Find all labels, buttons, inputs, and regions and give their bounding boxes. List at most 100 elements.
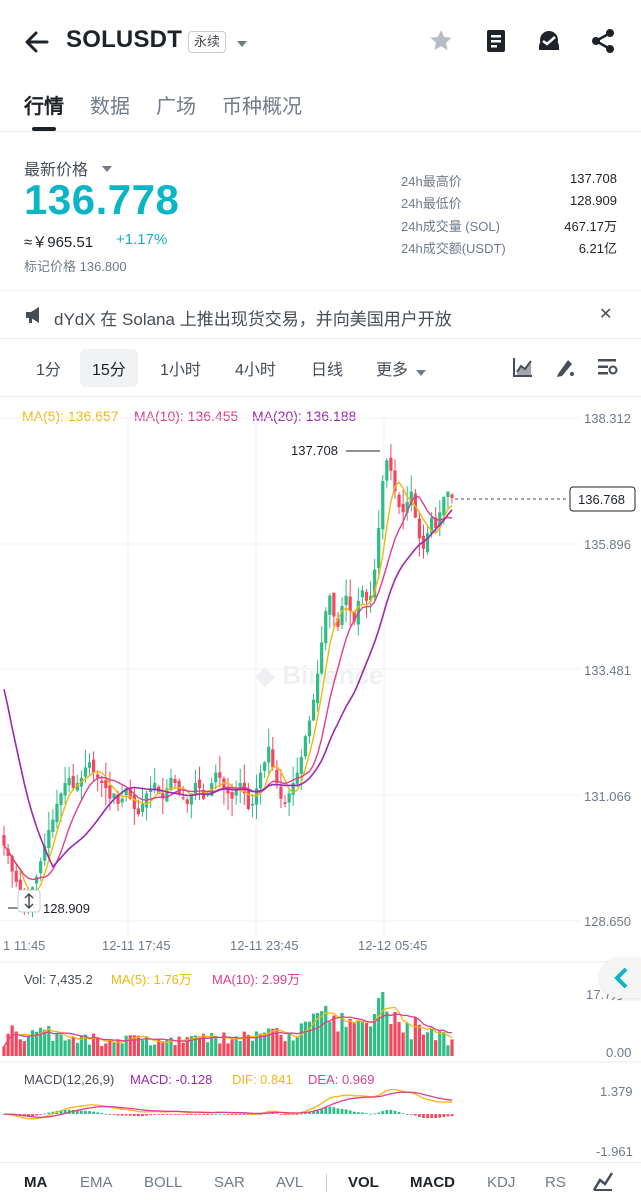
close-announcement-icon[interactable]: ✕	[599, 306, 613, 323]
macd-label: MACD(12,26,9)	[24, 1072, 114, 1087]
share-icon[interactable]	[590, 28, 616, 59]
y-tick: 131.066	[584, 789, 631, 804]
timeframe-1m[interactable]: 1分	[36, 362, 61, 379]
indicator-macd[interactable]: MACD	[410, 1174, 455, 1191]
tab-market[interactable]: 行情	[24, 96, 64, 118]
indicator-vol[interactable]: VOL	[348, 1174, 379, 1191]
macd-bar	[316, 1109, 319, 1115]
volume-bar	[210, 1032, 214, 1056]
timeframe-15m[interactable]: 15分	[80, 349, 138, 387]
candle-body	[83, 767, 88, 777]
macd-value: MACD: -0.128	[130, 1072, 212, 1087]
candle-body	[43, 845, 47, 861]
divider	[0, 396, 641, 397]
volume-bar	[26, 1036, 31, 1056]
volume-bar	[67, 1039, 71, 1056]
volume-bar	[242, 1031, 246, 1056]
more-dropdown-icon[interactable]	[416, 364, 426, 382]
volume-bar	[401, 1032, 405, 1056]
candle-body	[67, 777, 71, 786]
back-button[interactable]	[22, 28, 52, 56]
volume-ma5-label: MA(5): 1.76万	[111, 972, 192, 987]
volume-bar	[348, 1018, 352, 1056]
candle-body	[120, 798, 124, 803]
volume-bar	[128, 1035, 132, 1056]
chart-settings-icon[interactable]	[596, 356, 618, 383]
candle-body	[279, 786, 283, 799]
timeframe-more[interactable]: 更多	[376, 362, 409, 379]
stat-label-volume: 24h成交量 (SOL)	[401, 219, 500, 234]
candle-body	[55, 803, 59, 823]
indicator-avl[interactable]: AVL	[276, 1174, 304, 1191]
stat-label-high: 24h最高价	[401, 174, 462, 189]
macd-bar	[141, 1114, 144, 1117]
volume-bar	[311, 1013, 316, 1056]
volume-bar	[254, 1031, 259, 1056]
timeframe-1d[interactable]: 日线	[311, 362, 344, 379]
volume-bar	[291, 1040, 295, 1056]
indicator-settings-icon[interactable]	[592, 1170, 614, 1197]
candle-body	[112, 793, 116, 799]
candle-body	[364, 591, 369, 601]
candle-body	[87, 762, 92, 768]
volume-bar	[397, 1022, 401, 1056]
candle-body	[287, 793, 291, 803]
x-tick: 12-11 17:45	[102, 938, 170, 953]
macd-bar	[165, 1114, 169, 1115]
candles	[2, 444, 454, 918]
candle-body	[389, 457, 393, 471]
timeframe-1h[interactable]: 1小时	[160, 362, 201, 379]
high-label: 137.708	[291, 443, 338, 458]
bot-icon[interactable]	[535, 27, 563, 60]
indicator-ma[interactable]: MA	[24, 1174, 48, 1191]
candle-body	[263, 762, 267, 771]
macd-bar	[336, 1108, 340, 1115]
volume-bar	[409, 1039, 413, 1056]
macd-bar	[128, 1114, 132, 1116]
tab-data[interactable]: 数据	[90, 96, 130, 118]
candle-body	[153, 783, 157, 791]
macd-bar	[324, 1107, 328, 1115]
volume-bar	[153, 1044, 157, 1056]
chart-type-icon[interactable]	[512, 356, 534, 383]
draw-tool-icon[interactable]	[554, 356, 576, 383]
indicator-ema[interactable]: EMA	[80, 1174, 113, 1191]
indicator-boll[interactable]: BOLL	[144, 1174, 183, 1191]
macd-bar	[234, 1114, 238, 1115]
x-tick: 1 11:45	[3, 938, 45, 953]
volume-bar	[96, 1038, 100, 1056]
macd-bar	[145, 1114, 148, 1116]
book-icon[interactable]	[484, 28, 508, 59]
volume-bar	[385, 1011, 389, 1056]
candle-body	[39, 861, 43, 874]
volume-bar	[446, 1045, 450, 1056]
volume-bar	[75, 1042, 79, 1056]
timeframe-4h[interactable]: 4小时	[235, 362, 276, 379]
candle-body	[401, 503, 405, 513]
side-panel-handle[interactable]	[600, 958, 641, 998]
star-icon[interactable]	[428, 28, 454, 59]
macd-bar	[35, 1114, 38, 1116]
indicator-kdj[interactable]: KDJ	[487, 1174, 516, 1191]
tab-square[interactable]: 广场	[156, 96, 196, 118]
macd-bar	[210, 1114, 214, 1115]
macd-bar	[397, 1112, 401, 1115]
kline-chart[interactable]: ◆ Binance 137.708 128.909 136.768 138.31…	[0, 396, 641, 1196]
symbol-title[interactable]: SOLUSDT	[66, 26, 183, 53]
indicator-sar[interactable]: SAR	[214, 1174, 245, 1191]
announcement-text[interactable]: dYdX 在 Solana 上推出现货交易，并向美国用户开放	[54, 310, 452, 329]
volume-bar	[92, 1033, 96, 1056]
stat-value-low: 128.909	[570, 193, 617, 208]
volume-bar	[185, 1037, 189, 1056]
volume-bar	[303, 1021, 307, 1056]
price-dropdown-icon[interactable]	[102, 160, 112, 178]
y-tick: 128.650	[584, 914, 631, 929]
symbol-dropdown-icon[interactable]	[236, 36, 248, 54]
macd-bar	[177, 1114, 181, 1115]
price-label[interactable]: 最新价格	[24, 162, 89, 179]
tab-coin-overview[interactable]: 币种概况	[222, 96, 302, 118]
indicator-rsi[interactable]: RS	[545, 1174, 566, 1191]
candle-body	[397, 494, 401, 508]
macd-bar	[332, 1107, 336, 1115]
macd-bar	[373, 1113, 377, 1115]
